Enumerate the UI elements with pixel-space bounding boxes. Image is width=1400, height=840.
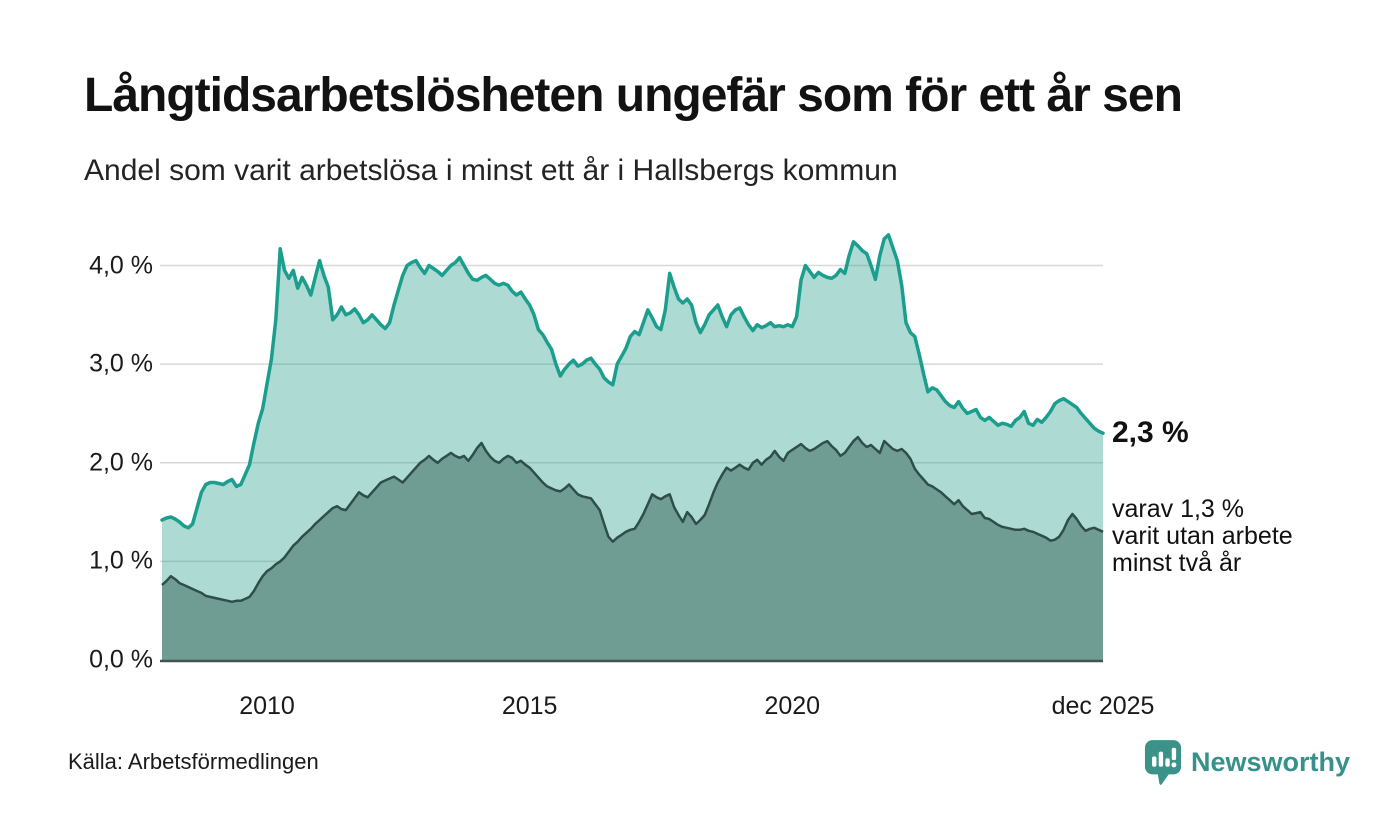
source-caption: Källa: Arbetsförmedlingen xyxy=(68,749,319,774)
y-axis-tick-label: 4,0 % xyxy=(89,251,153,280)
page-subtitle: Andel som varit arbetslösa i minst ett å… xyxy=(84,154,898,187)
secondary-note-line: varit utan arbete xyxy=(1112,522,1293,550)
x-axis-tick-label: dec 2025 xyxy=(1051,692,1155,720)
line-at-least-one-year xyxy=(160,233,1105,530)
x-axis-tick-label: 2020 xyxy=(764,692,821,720)
y-axis-tick-label: 0,0 % xyxy=(89,645,153,674)
area-at-least-one-year xyxy=(162,234,1103,602)
newsworthy-bubble-icon xyxy=(1144,740,1182,785)
y-axis-tick-label: 1,0 % xyxy=(89,546,153,575)
newsworthy-wordmark: Newsworthy xyxy=(1191,747,1351,777)
secondary-value-note: varav 1,3 % varit utan arbete minst två … xyxy=(1112,496,1293,577)
y-axis-tick-label: 2,0 % xyxy=(89,448,153,477)
x-axis-tick-label: 2015 xyxy=(501,692,558,720)
line-at-least-two-years xyxy=(161,435,1104,604)
x-axis-tick-label: 2010 xyxy=(239,692,295,720)
secondary-note-line: minst två år xyxy=(1112,549,1242,577)
latest-value-label: 2,3 % xyxy=(1112,416,1189,449)
y-axis-tick-label: 3,0 % xyxy=(89,349,153,378)
area-at-least-two-years xyxy=(162,437,1103,660)
page-title: Långtidsarbetslösheten ungefär som för e… xyxy=(84,69,1183,122)
newsworthy-logo[interactable]: Newsworthy xyxy=(1144,739,1350,786)
secondary-note-line: varav 1,3 % xyxy=(1112,495,1245,523)
